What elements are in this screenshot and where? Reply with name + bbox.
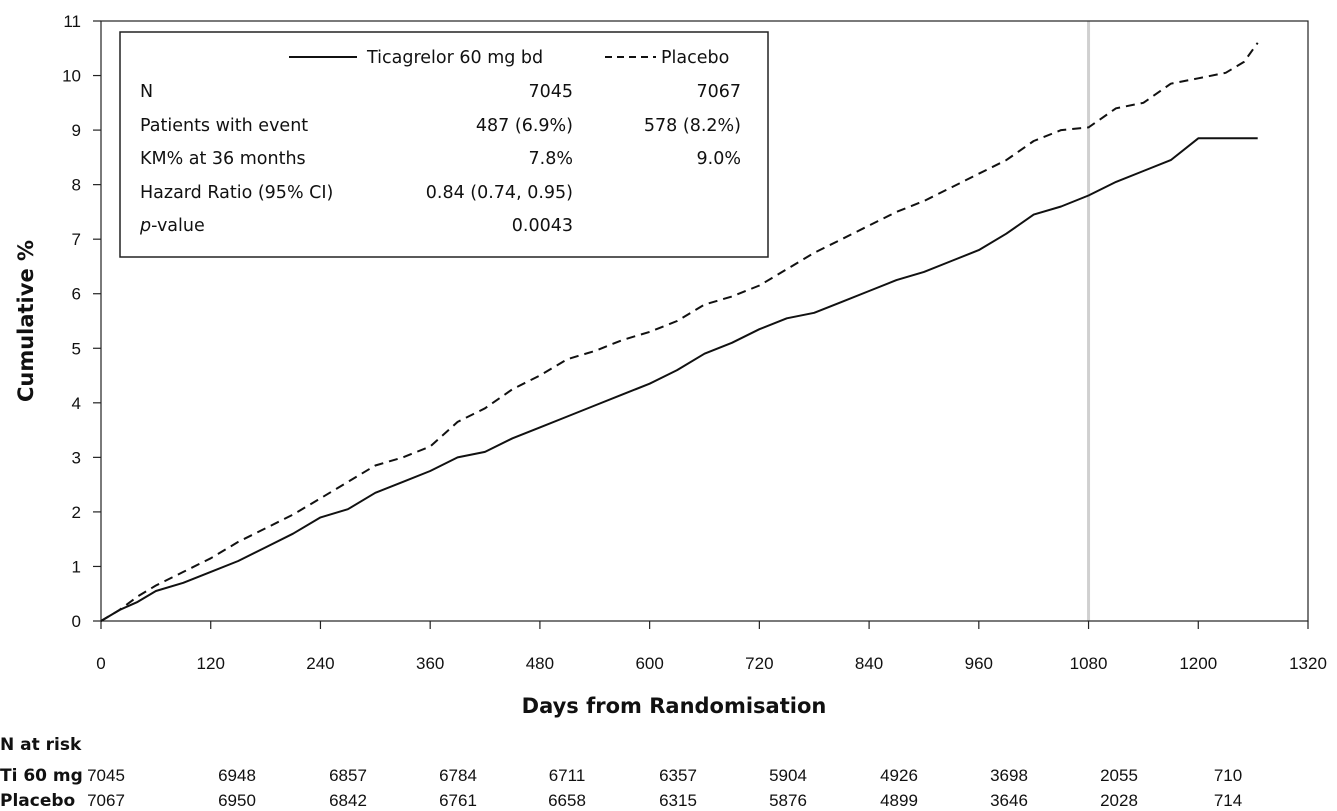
legend-box	[119, 31, 769, 258]
legend-value-placebo: 9.0%	[697, 149, 741, 169]
x-tick-label: 840	[855, 654, 883, 673]
x-tick-label: 360	[416, 654, 444, 673]
at-risk-value: 6842	[329, 791, 367, 810]
at-risk-value: 714	[1214, 791, 1242, 810]
at-risk-value: 6950	[218, 791, 256, 810]
at-risk-table: N at risk Ti 60 mg 7045 6948 6857 6784 6711 63…	[0, 735, 1242, 811]
at-risk-value: 6857	[329, 766, 367, 785]
at-risk-value: 6357	[659, 766, 697, 785]
legend-value-ticagrelor: 487 (6.9%)	[476, 116, 573, 136]
legend-row-label: KM% at 36 months	[140, 149, 306, 169]
at-risk-title: N at risk	[0, 735, 82, 755]
x-tick-label: 600	[635, 654, 663, 673]
legend-row-label: p-value	[139, 216, 205, 236]
at-risk-value: 6948	[218, 766, 256, 785]
legend-label-ticagrelor: Ticagrelor 60 mg bd	[366, 48, 543, 68]
y-tick-label: 8	[72, 176, 81, 195]
x-axis-title: Days from Randomisation	[522, 694, 827, 718]
at-risk-row-label: Ti 60 mg	[0, 766, 83, 786]
y-tick-label: 11	[63, 12, 81, 31]
legend-row-label: Patients with event	[140, 116, 308, 136]
at-risk-value: 2028	[1100, 791, 1138, 810]
legend-value-ticagrelor: 0.84 (0.74, 0.95)	[426, 183, 573, 203]
y-tick-label: 10	[62, 67, 81, 86]
y-tick-label: 6	[72, 285, 81, 304]
x-tick-label: 0	[96, 654, 105, 673]
y-tick-label: 4	[72, 394, 81, 413]
at-risk-value: 7045	[87, 766, 125, 785]
y-tick-label: 1	[72, 557, 81, 576]
at-risk-value: 7067	[87, 791, 125, 810]
at-risk-value: 5904	[769, 766, 807, 785]
plot-frame	[100, 20, 1309, 622]
at-risk-value: 6761	[439, 791, 477, 810]
legend-value-ticagrelor: 7.8%	[529, 149, 573, 169]
series-line-ticagrelor	[100, 137, 1258, 622]
x-tick-label: 1080	[1070, 654, 1108, 673]
at-risk-value: 5876	[769, 791, 807, 810]
at-risk-value: 4899	[880, 791, 918, 810]
x-tick-label: 240	[306, 654, 334, 673]
y-tick-label: 0	[72, 612, 81, 631]
at-risk-value: 6315	[659, 791, 697, 810]
x-tick-label: 960	[965, 654, 993, 673]
x-tick-label: 480	[526, 654, 554, 673]
y-axis-title: Cumulative %	[14, 240, 38, 402]
legend-row-label: N	[140, 82, 153, 102]
at-risk-value: 710	[1214, 766, 1242, 785]
at-risk-value: 3646	[990, 791, 1028, 810]
at-risk-value: 6711	[549, 766, 586, 785]
legend-value-placebo: 578 (8.2%)	[644, 116, 741, 136]
y-tick-label: 3	[72, 448, 81, 467]
at-risk-value: 3698	[990, 766, 1028, 785]
x-tick-label: 1320	[1289, 654, 1327, 673]
legend-label-placebo: Placebo	[661, 48, 729, 68]
x-tick-label: 120	[197, 654, 225, 673]
at-risk-value: 4926	[880, 766, 918, 785]
x-tick-label: 1200	[1179, 654, 1217, 673]
x-tick-label: 720	[745, 654, 773, 673]
legend: Ticagrelor 60 mg bd Placebo N 7045 7067 Pat…	[119, 31, 769, 258]
legend-value-placebo: 7067	[696, 82, 741, 102]
y-tick-label: 9	[72, 121, 81, 140]
y-tick-label: 5	[72, 339, 81, 358]
y-tick-label: 7	[72, 230, 81, 249]
series-line-placebo	[100, 42, 1259, 622]
legend-value-ticagrelor: 7045	[528, 82, 573, 102]
legend-row-label: Hazard Ratio (95% CI)	[140, 183, 333, 203]
y-tick-label: 2	[72, 503, 81, 522]
at-risk-value: 6784	[439, 766, 477, 785]
at-risk-row-label: Placebo	[0, 791, 75, 811]
at-risk-value: 2055	[1100, 766, 1138, 785]
legend-value-ticagrelor: 0.0043	[512, 216, 573, 236]
at-risk-value: 6658	[548, 791, 586, 810]
